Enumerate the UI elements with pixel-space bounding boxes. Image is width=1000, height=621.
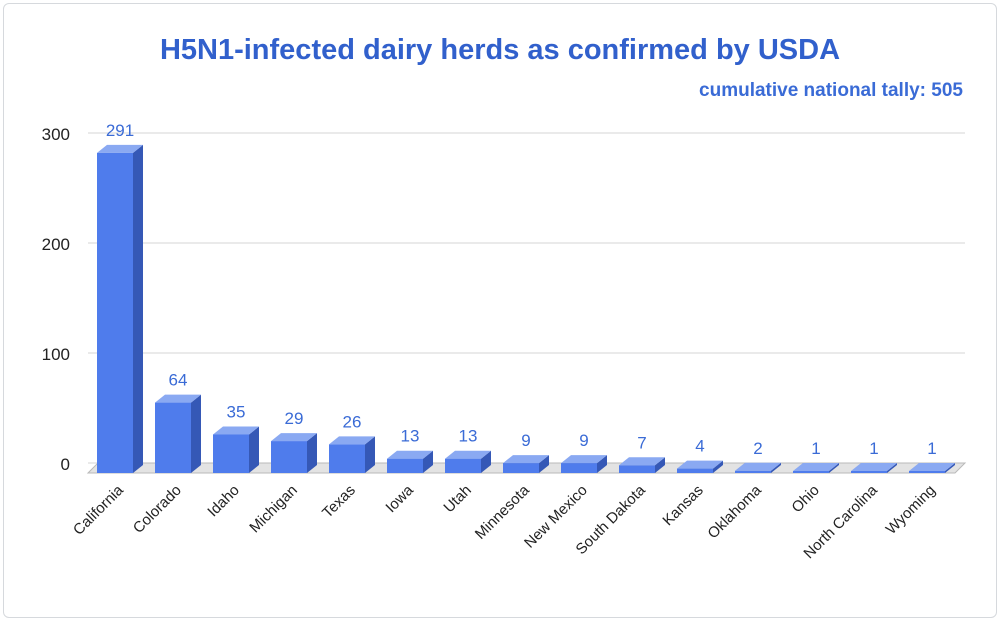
bar (213, 434, 249, 473)
data-label: 13 (459, 427, 478, 446)
x-tick-label: Michigan (246, 482, 300, 536)
data-label: 1 (927, 439, 936, 458)
data-label: 4 (695, 437, 704, 456)
x-tick-label: Idaho (204, 482, 243, 521)
bar-top (329, 436, 375, 445)
chart-subtitle: cumulative national tally: 505 (699, 80, 963, 101)
data-label: 291 (106, 121, 134, 140)
bar-top (387, 450, 433, 459)
bar-side (365, 436, 375, 473)
y-tick-label: 100 (42, 345, 70, 364)
bar-top (445, 450, 491, 459)
data-label: 2 (753, 439, 762, 458)
x-tick-label: Ohio (788, 482, 822, 516)
bar-side (539, 455, 549, 473)
bar-side (771, 462, 781, 473)
bar-top (561, 455, 607, 464)
x-tick-label: Utah (440, 482, 474, 516)
bar (387, 458, 423, 473)
data-label: 9 (579, 431, 588, 450)
x-tick-label: Oklahoma (704, 481, 765, 542)
bar-top (619, 457, 665, 466)
x-tick-label: Kansas (659, 482, 706, 529)
data-label: 35 (227, 403, 246, 422)
bar (271, 441, 307, 473)
bar-top (155, 394, 201, 403)
bar (503, 463, 539, 473)
bar-side (481, 450, 491, 473)
data-label: 1 (869, 439, 878, 458)
bar (561, 463, 597, 473)
bar-top (793, 463, 839, 471)
bar-side (423, 450, 433, 473)
data-label: 1 (811, 439, 820, 458)
bar-side (249, 426, 259, 473)
bar-side (829, 463, 839, 473)
bar (329, 444, 365, 473)
bar (677, 468, 713, 473)
bar-top (213, 426, 259, 435)
bar-top (271, 433, 317, 442)
bar-side (713, 460, 723, 473)
y-tick-label: 300 (42, 125, 70, 144)
x-tick-label: Iowa (382, 481, 417, 516)
bar-side (945, 463, 955, 473)
bar-side (597, 455, 607, 473)
bar-top (851, 463, 897, 471)
bar-side (191, 394, 201, 473)
x-tick-label: California (70, 481, 127, 538)
bar-top (677, 460, 723, 469)
bar-top (97, 144, 143, 153)
bar-side (887, 463, 897, 473)
data-label: 13 (401, 427, 420, 446)
bar (793, 471, 829, 473)
data-label: 64 (169, 371, 188, 390)
bar (445, 458, 481, 473)
bar (97, 152, 133, 473)
x-tick-label: Texas (319, 482, 359, 522)
x-tick-label: Minnesota (472, 481, 533, 542)
bar-top (735, 462, 781, 471)
bar-top (909, 463, 955, 471)
data-label: 29 (285, 409, 304, 428)
bar (619, 465, 655, 473)
data-label: 26 (343, 412, 362, 431)
bar (735, 470, 771, 473)
data-label: 9 (521, 431, 530, 450)
bar-side (307, 433, 317, 473)
bar (851, 471, 887, 473)
bar-side (655, 457, 665, 473)
y-tick-label: 0 (61, 455, 70, 474)
data-label: 7 (637, 433, 646, 452)
x-tick-label: Wyoming (883, 482, 939, 538)
chart-frame (3, 3, 997, 618)
x-tick-label: Colorado (130, 482, 185, 537)
bar (909, 471, 945, 473)
y-tick-label: 200 (42, 235, 70, 254)
bar-top (503, 455, 549, 464)
chart-title: H5N1-infected dairy herds as confirmed b… (159, 34, 841, 66)
bar-side (133, 144, 143, 473)
bar (155, 402, 191, 473)
